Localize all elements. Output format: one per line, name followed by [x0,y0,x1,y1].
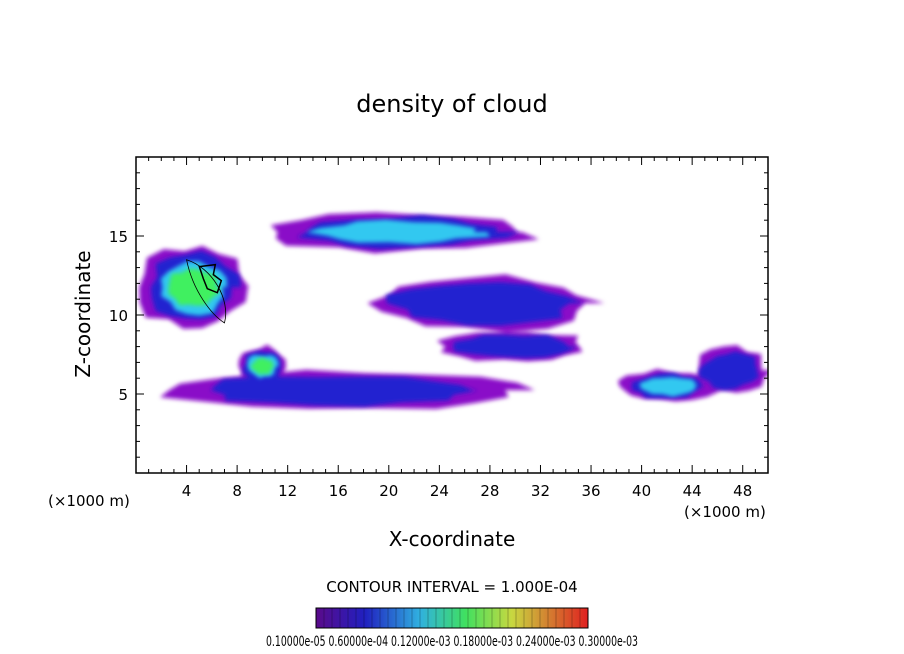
contour-line [198,263,223,294]
x-axis: 4 8 12 16 20 24 28 32 36 40 44 48 [148,157,756,500]
x-axis-label: X-coordinate [389,527,516,551]
density-blob [698,351,759,391]
x-tick-label: 4 [182,482,192,500]
y-tick-label: 5 [118,386,128,404]
x-tick-label: 28 [480,482,499,500]
y-tick-label: 15 [109,228,128,246]
y-axis: 5 10 15 [109,172,768,458]
chart-title: density of cloud [356,90,547,118]
x-unit-right: (×1000 m) [684,503,766,521]
x-tick-label: 48 [733,482,752,500]
x-tick-label: 40 [632,482,651,500]
y-axis-label: Z-coordinate [71,250,95,377]
density-blob [386,282,584,326]
density-blob [250,357,275,375]
x-tick-label: 20 [379,482,398,500]
density-blob [453,335,577,358]
density-level [168,268,275,375]
x-tick-label: 16 [329,482,348,500]
y-tick-label: 10 [109,307,128,325]
colorbar-fill [316,608,588,628]
density-blob [639,377,698,397]
contour-interval-label: CONTOUR INTERVAL = 1.000E-04 [326,578,577,596]
x-tick-label: 44 [683,482,702,500]
density-blob [306,219,491,245]
x-tick-label: 24 [430,482,449,500]
colorbar [315,607,589,629]
density-blob [210,376,479,407]
x-unit-left: (×1000 m) [48,492,130,510]
x-tick-label: 12 [278,482,297,500]
x-tick-label: 8 [232,482,242,500]
x-tick-label: 32 [531,482,550,500]
contour-line [186,259,227,324]
density-blob [168,268,221,306]
x-tick-label: 36 [581,482,600,500]
colorbar-tick-labels: 0.10000e-05 0.60000e-04 0.12000e-03 0.18… [266,634,638,650]
colorbar-frame [315,607,589,629]
colorbar-levels [323,608,581,628]
cloud-density-field [139,212,768,409]
